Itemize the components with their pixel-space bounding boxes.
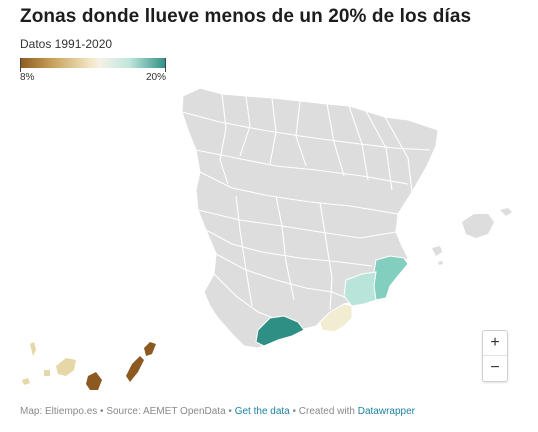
region-borders (181, 93, 431, 323)
island-ibiza[interactable] (432, 246, 442, 256)
island-mallorca[interactable] (462, 214, 494, 238)
chart-subtitle: Datos 1991-2020 (20, 37, 113, 51)
zoom-in-button[interactable]: + (490, 334, 500, 351)
island-tenerife[interactable] (56, 358, 76, 376)
get-data-link[interactable]: Get the data (234, 406, 290, 417)
chart-title: Zonas donde llueve menos de un 20% de lo… (20, 6, 472, 27)
footer-attribution: Map: Eltiempo.es • Source: AEMET OpenDat… (20, 406, 415, 417)
legend-max-label: 20% (145, 72, 166, 83)
island-la-palma[interactable] (30, 342, 36, 356)
zone-alicante-murcia-coast[interactable] (371, 255, 409, 301)
legend-gradient-bar (20, 58, 166, 68)
spain-mainland[interactable] (181, 87, 439, 349)
island-la-gomera[interactable] (44, 370, 50, 376)
zone-almeria[interactable] (319, 303, 353, 333)
island-lanzarote[interactable] (144, 342, 156, 356)
footer-created-text: • Created with (289, 406, 358, 417)
footer-source-text: Map: Eltiempo.es • Source: AEMET OpenDat… (20, 406, 235, 417)
island-el-hierro[interactable] (22, 378, 30, 385)
zoom-out-button[interactable]: − (483, 355, 507, 380)
zoom-control: + − (482, 330, 508, 382)
island-menorca[interactable] (500, 208, 512, 216)
zone-malaga[interactable] (255, 315, 305, 347)
legend-tick-max (165, 58, 166, 72)
island-formentera[interactable] (438, 261, 443, 265)
zone-murcia-interior[interactable] (343, 271, 377, 307)
island-fuerteventura[interactable] (126, 356, 144, 382)
island-gran-canaria[interactable] (86, 372, 102, 390)
legend-tick-min (20, 58, 21, 72)
legend-min-label: 8% (20, 72, 35, 83)
datawrapper-link[interactable]: Datawrapper (357, 406, 415, 417)
color-legend: 8% 20% (20, 58, 168, 84)
